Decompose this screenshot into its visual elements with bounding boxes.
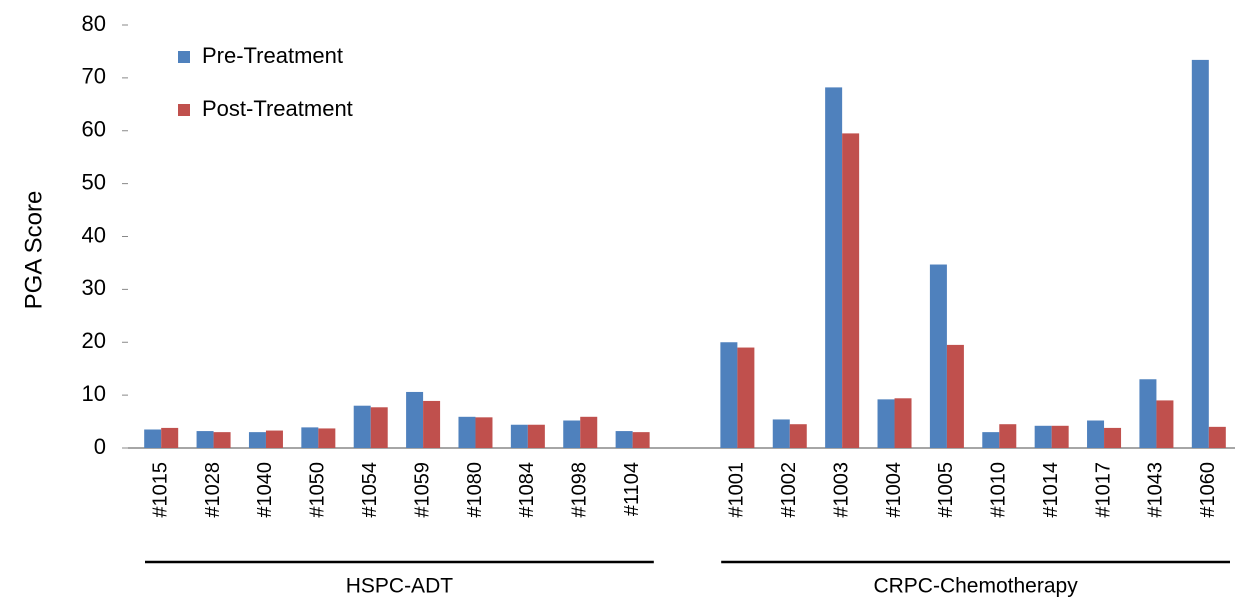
bar — [510, 424, 528, 448]
bar — [1104, 427, 1122, 448]
bar — [563, 420, 581, 448]
bar — [1087, 420, 1105, 448]
x-tick-label: #1028 — [202, 462, 224, 518]
legend-label: Post-Treatment — [202, 96, 353, 121]
bar — [720, 342, 738, 448]
bar — [825, 87, 843, 448]
bar — [318, 428, 336, 448]
y-tick-label: 40 — [82, 222, 106, 247]
y-tick-label: 50 — [82, 169, 106, 194]
x-tick-label: #1054 — [359, 462, 381, 518]
x-tick-label: #1080 — [464, 462, 486, 518]
x-tick-label: #1084 — [516, 462, 538, 518]
x-tick-label: #1098 — [569, 462, 591, 518]
bar — [982, 432, 1000, 448]
bar — [301, 427, 319, 448]
bar — [161, 427, 179, 448]
bar — [475, 417, 493, 448]
bar — [248, 432, 266, 448]
legend-swatch — [178, 51, 190, 63]
legend-label: Pre-Treatment — [202, 43, 343, 68]
y-tick-label: 30 — [82, 275, 106, 300]
bar — [196, 431, 214, 448]
x-tick-label: #1043 — [1145, 462, 1167, 518]
x-tick-label: #1017 — [1092, 462, 1114, 518]
bar — [877, 399, 895, 448]
x-tick-label: #1001 — [726, 462, 748, 518]
y-tick-label: 60 — [82, 117, 106, 142]
bar — [423, 400, 441, 448]
x-tick-label: #1014 — [1040, 462, 1062, 518]
x-tick-label: #1002 — [778, 462, 800, 518]
bar — [632, 432, 650, 448]
bar — [144, 429, 162, 448]
y-tick-label: 0 — [94, 434, 106, 459]
x-tick-label: #1005 — [935, 462, 957, 518]
x-tick-label: #1104 — [621, 462, 643, 516]
legend-swatch — [178, 104, 190, 116]
y-tick-label: 80 — [82, 11, 106, 36]
y-tick-label: 10 — [82, 381, 106, 406]
bar — [265, 430, 283, 448]
bar — [1208, 426, 1226, 448]
bar — [615, 431, 633, 448]
group-label: CRPC-Chemotherapy — [873, 575, 1078, 598]
x-tick-label: #1003 — [830, 462, 852, 518]
y-axis-title: PGA Score — [20, 191, 47, 310]
x-tick-label: #1040 — [254, 462, 276, 518]
group-label: HSPC-ADT — [346, 575, 454, 598]
bar — [772, 419, 790, 448]
x-tick-label: #1015 — [149, 462, 171, 518]
bar — [1051, 425, 1069, 448]
bar — [1191, 59, 1209, 449]
bar — [406, 391, 424, 448]
x-tick-label: #1050 — [307, 462, 329, 518]
x-tick-label: #1010 — [988, 462, 1010, 518]
x-tick-label: #1060 — [1197, 462, 1219, 518]
bar — [737, 347, 755, 448]
bar — [370, 407, 388, 448]
bar — [894, 398, 912, 448]
bar — [580, 416, 598, 448]
bar — [929, 264, 947, 448]
bar — [353, 405, 371, 448]
bar — [999, 424, 1017, 448]
x-tick-label: #1059 — [411, 462, 433, 518]
y-tick-label: 20 — [82, 328, 106, 353]
bar — [1034, 425, 1052, 448]
bar — [1139, 379, 1157, 448]
bar — [842, 133, 860, 449]
bar — [213, 432, 231, 448]
bar — [527, 424, 545, 448]
bar — [946, 344, 964, 448]
y-tick-label: 70 — [82, 64, 106, 89]
x-tick-label: #1004 — [883, 462, 905, 518]
bar — [1156, 400, 1174, 448]
bar — [458, 416, 476, 448]
bar — [789, 424, 807, 448]
